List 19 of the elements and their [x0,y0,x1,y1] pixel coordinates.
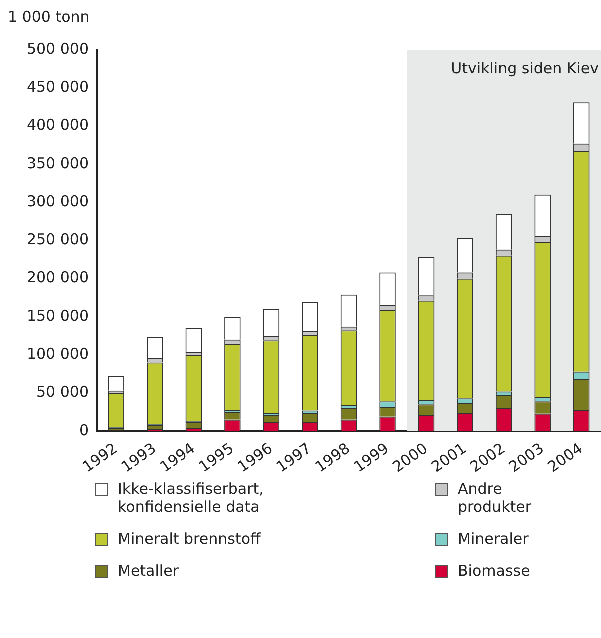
y-tick-label: 450 000 [26,78,89,96]
y-tick-label: 250 000 [26,230,89,249]
y-tick-label: 150 000 [26,306,89,325]
legend-label: Mineralt brennstoff [118,530,261,548]
band-label: Utvikling siden Kiev [451,59,600,78]
legend-label: Mineraler [458,530,529,548]
legend-label: Ikke-klassifiserbart, konfidensielle data [118,480,265,516]
y-tick-label: 350 000 [26,154,89,172]
legend-label: Biomasse [458,562,530,580]
y-tick-label: 200 000 [26,268,89,287]
y-axis-title: 1 000 tonn [8,8,90,26]
y-tick-label: 0 [79,421,89,440]
y-tick-label: 100 000 [26,344,89,363]
y-tick-label: 500 000 [26,40,89,58]
y-tick-label: 50 000 [36,383,89,402]
y-tick-label: 400 000 [26,116,89,134]
legend-label: Metaller [118,562,179,580]
legend-label: Andre produkter [458,480,533,516]
y-tick-label: 300 000 [26,192,89,210]
